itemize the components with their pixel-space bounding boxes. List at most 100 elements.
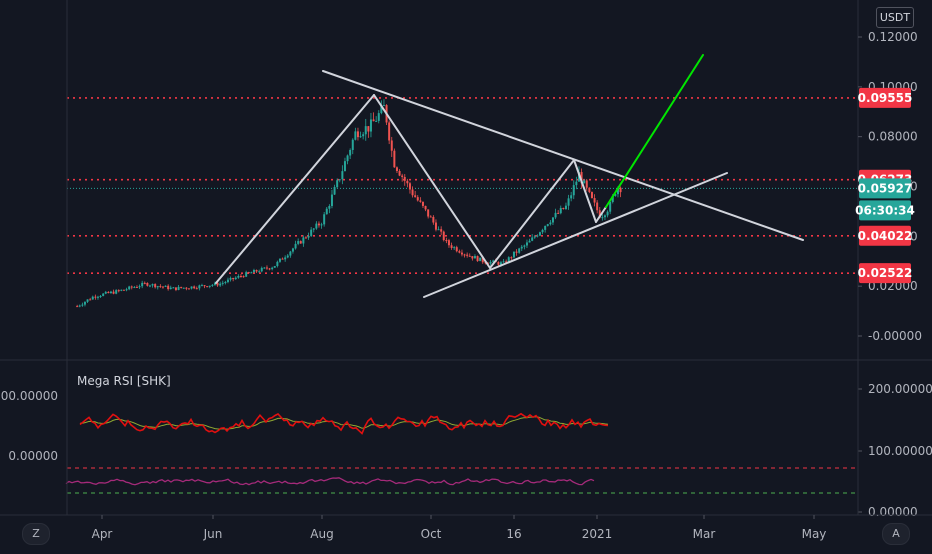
candle-body	[507, 257, 510, 263]
candle-body	[572, 185, 575, 196]
candle-body	[390, 140, 393, 151]
currency-badge[interactable]: USDT	[876, 7, 914, 28]
candle-body	[206, 286, 209, 288]
candle-body	[135, 286, 138, 288]
candle-body	[258, 271, 261, 273]
candle-body	[294, 243, 297, 249]
time-tick-label: 2021	[582, 527, 613, 541]
candle-body	[395, 167, 398, 172]
candle-body	[299, 241, 302, 244]
axes: 0.120000.100000.080000.060000.040000.020…	[0, 0, 932, 541]
candle-body	[107, 291, 110, 294]
candle-body	[580, 172, 583, 184]
candle-body	[567, 198, 570, 206]
indicator-title-label: Mega RSI [SHK]	[77, 374, 171, 388]
candle-body	[203, 285, 206, 287]
candle-body	[89, 299, 92, 301]
candle-body	[128, 286, 131, 290]
candle-body	[255, 269, 258, 272]
candle-body	[450, 245, 453, 248]
candle-body	[247, 272, 250, 274]
candle-body	[151, 284, 154, 286]
candle-body	[510, 257, 513, 259]
candle-body	[187, 288, 190, 290]
candle-body	[122, 289, 125, 291]
candle-body	[481, 257, 484, 263]
candle-body	[346, 155, 349, 162]
candle-body	[351, 139, 354, 150]
candle-body	[250, 272, 253, 274]
candle-body	[83, 301, 86, 305]
candle-body	[115, 290, 118, 294]
price-tag-label: 0.09555	[858, 91, 913, 105]
price-tag	[859, 87, 911, 108]
candle-body	[497, 262, 500, 265]
candle-body	[143, 282, 146, 284]
candle-body	[434, 222, 437, 230]
candle-body	[523, 245, 526, 247]
candle-body	[596, 202, 599, 211]
candle-body	[112, 291, 115, 294]
candle-body	[320, 224, 323, 226]
candle-body	[411, 189, 414, 196]
candle-body	[460, 252, 463, 255]
candle-body	[356, 131, 359, 138]
candle-body	[538, 232, 541, 236]
indicator-left-tick: 0.00000	[8, 449, 58, 463]
candle-body	[200, 285, 203, 287]
candle-body	[325, 208, 328, 215]
candle-body	[551, 217, 554, 223]
candle-body	[359, 136, 362, 138]
candle-body	[133, 286, 136, 288]
candle-body	[281, 258, 284, 260]
candle-body	[289, 251, 292, 256]
candle-body	[190, 286, 193, 289]
candle-body	[515, 251, 518, 253]
time-tick-label: Apr	[92, 527, 113, 541]
candle-body	[304, 237, 307, 239]
price-tag	[859, 200, 911, 221]
candle-body	[312, 228, 315, 230]
candle-body	[541, 229, 544, 233]
candle-body	[96, 296, 99, 298]
candle-body	[156, 286, 159, 288]
candle-body	[278, 258, 281, 262]
candle-body	[180, 286, 183, 288]
candle-body	[211, 284, 214, 286]
projection-line	[605, 54, 704, 208]
candle-body	[388, 122, 391, 141]
price-tick-label: -0.00000	[868, 329, 922, 343]
candle-body	[336, 180, 339, 188]
candle-body	[245, 272, 248, 277]
price-tick-label: 0.12000	[868, 30, 918, 44]
candle-body	[557, 212, 560, 214]
candle-body	[588, 187, 591, 193]
candle-body	[341, 171, 344, 180]
candle-body	[398, 171, 401, 176]
candle-body	[172, 287, 175, 289]
indicator-title[interactable]: Mega RSI [SHK]	[77, 374, 171, 388]
candle-body	[424, 205, 427, 210]
candle-body	[237, 275, 240, 278]
candle-body	[401, 175, 404, 177]
candle-body	[302, 237, 305, 244]
candle-body	[367, 126, 370, 132]
candle-body	[99, 295, 102, 297]
candle-body	[354, 131, 357, 140]
candle-body	[603, 215, 606, 218]
auto-scale-button[interactable]: A	[882, 523, 910, 545]
candle-body	[265, 267, 268, 269]
candle-body	[466, 254, 469, 256]
candle-body	[224, 282, 227, 284]
candle-body	[440, 229, 443, 232]
candle-body	[598, 210, 601, 218]
candle-body	[315, 223, 318, 229]
timezone-button[interactable]: Z	[22, 523, 50, 545]
candle-body	[242, 276, 245, 278]
candle-body	[559, 207, 562, 214]
candle-body	[260, 267, 263, 272]
candle-body	[120, 289, 123, 291]
candle-body	[234, 277, 237, 280]
time-tick-label: Oct	[421, 527, 442, 541]
